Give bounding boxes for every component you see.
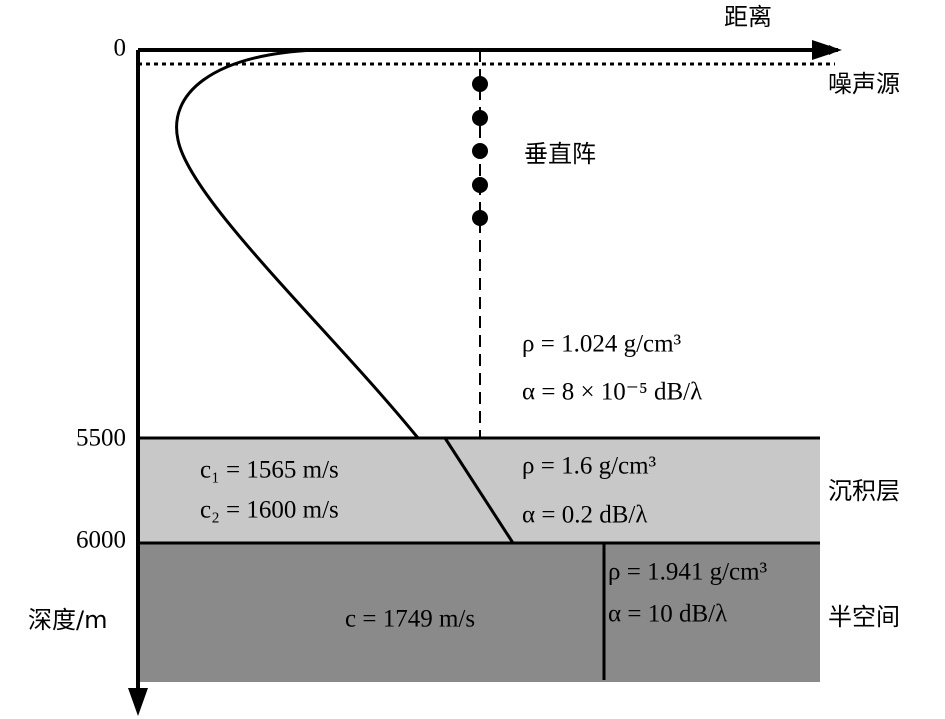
hydrophone	[472, 177, 488, 193]
sediment-c2: c₂ = 1600 m/s	[200, 497, 339, 524]
depth-label: 5500	[76, 425, 126, 452]
halfspace-layer	[138, 543, 820, 682]
water-attenuation: α = 8 × 10⁻⁵ dB/λ	[522, 379, 702, 406]
x-arrow	[812, 40, 842, 60]
y-label: 深度/m	[28, 606, 107, 634]
sediment-profile	[443, 437, 515, 544]
sound-speed-profile	[175, 48, 420, 439]
array-label: 垂直阵	[524, 140, 596, 168]
sediment-label: 沉积层	[828, 477, 900, 505]
hydrophone	[472, 210, 488, 226]
halfspace-density: ρ = 1.941 g/cm³	[608, 559, 768, 586]
hydrophones	[472, 76, 488, 226]
hydrophone	[472, 143, 488, 159]
sediment-density: ρ = 1.6 g/cm³	[522, 453, 657, 480]
origin-label: 0	[114, 35, 127, 62]
hydrophone	[472, 110, 488, 126]
halfspace-attenuation: α = 10 dB/λ	[608, 601, 727, 628]
x-label: 距离	[724, 3, 772, 31]
halfspace-speed: c = 1749 m/s	[345, 606, 475, 633]
source-label: 噪声源	[828, 70, 900, 98]
water-density: ρ = 1.024 g/cm³	[522, 331, 682, 358]
hydrophone	[472, 76, 488, 92]
y-arrow	[128, 688, 148, 716]
halfspace-label: 半空间	[828, 603, 900, 631]
sediment-attenuation: α = 0.2 dB/λ	[522, 502, 647, 529]
sediment-c1: c₁ = 1565 m/s	[200, 457, 339, 484]
depth-label: 6000	[76, 527, 126, 554]
